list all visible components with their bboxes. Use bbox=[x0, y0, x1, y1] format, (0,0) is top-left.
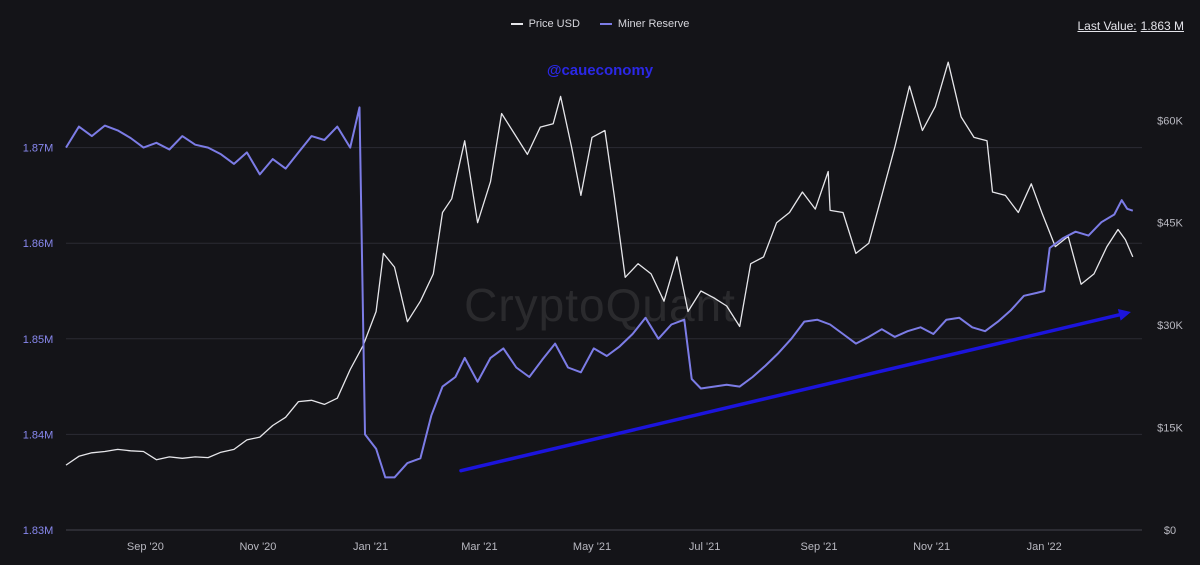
last-value[interactable]: Last Value: 1.863 M bbox=[1077, 19, 1184, 33]
y-right-tick-label: $30K bbox=[1157, 320, 1183, 332]
x-tick-label: Nov '21 bbox=[913, 541, 950, 553]
author-handle: @caueconomy bbox=[546, 62, 654, 79]
trend-arrow-line bbox=[459, 313, 1121, 473]
y-left-tick-label: 1.86M bbox=[23, 238, 54, 250]
y-left-tick-label: 1.83M bbox=[23, 525, 54, 537]
x-tick-label: Mar '21 bbox=[461, 541, 497, 553]
y-right-tick-label: $60K bbox=[1157, 115, 1183, 127]
x-tick-label: Sep '20 bbox=[127, 541, 164, 553]
y-left-tick-label: 1.87M bbox=[23, 143, 54, 155]
last-value-label: Last Value: bbox=[1077, 19, 1137, 33]
x-tick-label: May '21 bbox=[573, 541, 611, 553]
y-right-tick-label: $0 bbox=[1164, 525, 1176, 537]
y-right-tick-label: $45K bbox=[1157, 218, 1183, 230]
legend-swatch-reserve bbox=[599, 23, 612, 25]
x-tick-label: Nov '20 bbox=[239, 541, 276, 553]
x-tick-label: Jul '21 bbox=[689, 541, 720, 553]
miner-reserve-line bbox=[65, 106, 1134, 479]
y-right-tick-label: $15K bbox=[1157, 423, 1183, 435]
x-tick-label: Jan '21 bbox=[353, 541, 388, 553]
legend-item-reserve[interactable]: Miner Reserve bbox=[599, 18, 690, 30]
y-left-tick-label: 1.85M bbox=[23, 334, 54, 346]
legend-item-price[interactable]: Price USD bbox=[510, 18, 580, 30]
legend-label-reserve: Miner Reserve bbox=[617, 18, 690, 30]
x-tick-label: Sep '21 bbox=[801, 541, 838, 553]
x-tick-label: Jan '22 bbox=[1027, 541, 1062, 553]
price-usd-line bbox=[65, 61, 1134, 466]
legend-label-price: Price USD bbox=[528, 18, 580, 30]
watermark: CryptoQuant bbox=[464, 279, 736, 331]
legend-swatch-price bbox=[510, 23, 523, 25]
legend: Price USD Miner Reserve bbox=[0, 18, 1200, 30]
trend-arrow-head bbox=[1117, 308, 1131, 321]
last-value-number: 1.863 M bbox=[1140, 19, 1184, 33]
y-left-tick-label: 1.84M bbox=[23, 429, 54, 441]
